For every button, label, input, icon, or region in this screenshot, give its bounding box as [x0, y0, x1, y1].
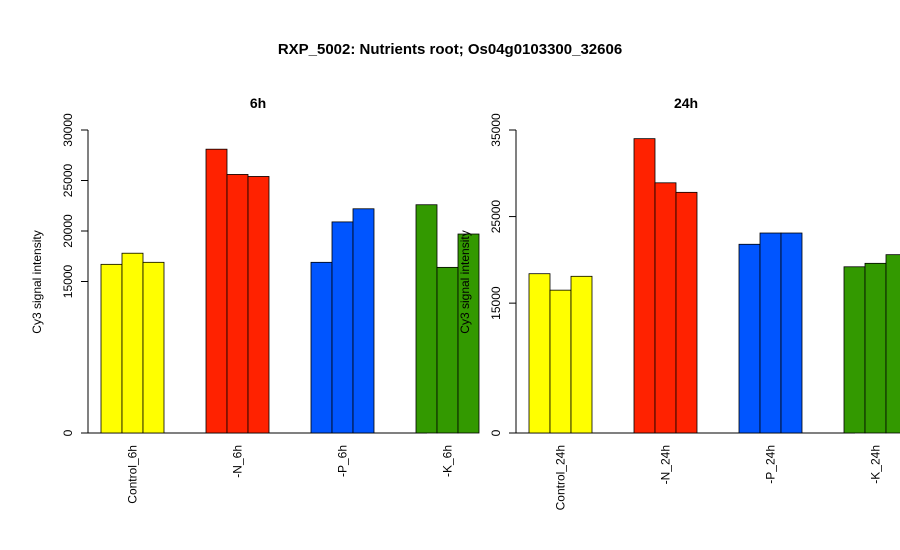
- x-category-label: Control_6h: [126, 445, 140, 504]
- bar--N_6h-rep1: [205, 148, 228, 434]
- y-axis-label-24h: Cy3 signal intensity: [458, 230, 472, 333]
- x-category-label: -N_6h: [231, 445, 245, 478]
- x-category-label: -P_6h: [336, 445, 350, 477]
- bar--N_6h-rep3: [247, 176, 270, 434]
- x-category-label: -K_6h: [441, 445, 455, 477]
- y-tick-label: 20000: [61, 214, 75, 248]
- y-tick-label: 0: [61, 429, 75, 436]
- bar--K_24h-rep3: [885, 254, 900, 434]
- chart-panel-24h: 24h Cy3 signal intensity 0 15000 25000 3500…: [458, 95, 900, 510]
- figure-title: RXP_5002: Nutrients root; Os04g0103300_3…: [278, 41, 622, 58]
- bar--P_24h-rep2: [759, 232, 782, 434]
- y-tick-label: 30000: [61, 113, 75, 147]
- bar-Control_24h-rep3: [570, 275, 593, 434]
- bar-Control_24h-rep1: [528, 273, 551, 434]
- bar--N_24h-rep2: [654, 182, 677, 434]
- bar--K_6h-rep2: [436, 266, 459, 434]
- bar-Control_6h-rep3: [142, 261, 165, 434]
- y-tick-label: 25000: [489, 200, 503, 234]
- y-tick-label: 15000: [61, 264, 75, 298]
- bar--N_24h-rep3: [675, 191, 698, 434]
- y-tick-label: 35000: [489, 113, 503, 147]
- bar--P_24h-rep1: [738, 243, 761, 434]
- bar--K_6h-rep3: [457, 233, 480, 434]
- bar--N_6h-rep2: [226, 174, 249, 434]
- bar-Control_24h-rep2: [549, 289, 572, 434]
- x-category-label: -K_24h: [869, 445, 883, 484]
- y-tick-label: 25000: [61, 163, 75, 197]
- x-category-label: Control_24h: [554, 445, 568, 510]
- panel-title-6h: 6h: [250, 95, 266, 111]
- x-category-label: -P_24h: [764, 445, 778, 484]
- bar--K_24h-rep1: [843, 266, 866, 434]
- x-category-label: -N_24h: [659, 445, 673, 484]
- y-tick-label: 15000: [489, 286, 503, 320]
- bar--P_6h-rep2: [331, 221, 354, 434]
- bar--K_24h-rep2: [864, 262, 887, 434]
- bar--P_24h-rep3: [780, 232, 803, 434]
- bar--K_6h-rep1: [415, 204, 438, 434]
- bar--N_24h-rep1: [633, 138, 656, 434]
- bar-Control_6h-rep1: [100, 263, 123, 434]
- bar--P_6h-rep3: [352, 208, 375, 434]
- y-axis-label-6h: Cy3 signal intensity: [30, 230, 44, 333]
- bar--P_6h-rep1: [310, 261, 333, 434]
- panel-title-24h: 24h: [674, 95, 698, 111]
- chart-panel-6h: 6h Cy3 signal intensity 0 15000 20000 25000…: [30, 95, 480, 504]
- bar-Control_6h-rep2: [121, 252, 144, 434]
- y-tick-label: 0: [489, 429, 503, 436]
